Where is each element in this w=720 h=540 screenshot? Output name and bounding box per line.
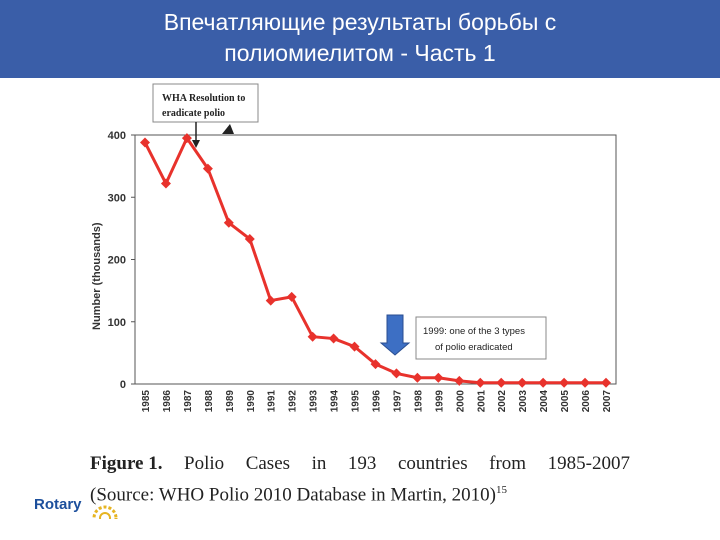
data-point [559,377,570,388]
data-point [307,331,318,342]
data-point [244,233,255,244]
caption-word: Polio [184,453,225,474]
annotation-wha-tail [222,124,234,134]
annotation-1999-line1: 1999: one of the 3 types [423,326,525,337]
x-tick-labels: 1985 1986 1987 1988 1989 1990 1991 1992 1993 1994… [141,390,613,413]
annotation-1999-box [415,316,547,360]
data-point [370,359,381,370]
data-point [496,377,507,388]
caption-line-2: (Source: WHO Polio 2010 Database in Mart… [90,477,630,508]
title-line-2: полиомиелитом - Часть 1 [224,40,496,66]
x-tick-label: 1991 [267,390,278,413]
caption-word: in [311,453,327,474]
x-tick-label: 2003 [518,390,529,413]
annotation-1999-line2: of polio eradicated [435,342,513,353]
y-axis-label: Number (thousands) [91,222,103,330]
annotation-1999: 1999: one of the 3 types of polio eradic… [379,314,547,360]
data-point [202,163,213,174]
x-tick-label: 1990 [246,390,257,413]
data-point [454,375,465,386]
y-tick-label: 100 [108,317,126,329]
data-point [391,368,402,379]
title-banner: Впечатляющие результаты борьбы с полиоми… [0,0,720,78]
x-tick-label: 2006 [581,390,592,413]
data-point [223,217,234,228]
figure-caption: Figure 1. Polio Cases in 193 countries f… [90,450,630,508]
caption-word: countries [397,453,468,474]
x-tick-label: 1993 [309,390,320,413]
annotation-wha: WHA Resolution to eradicate polio [152,83,259,148]
x-tick-label: 1999 [434,390,445,413]
down-arrow-icon [379,314,411,356]
x-tick-label: 2004 [539,390,550,413]
x-tick-label: 1998 [413,390,424,413]
caption-footnote: 15 [495,484,507,496]
data-point [349,341,360,352]
x-tick-label: 1989 [225,390,236,413]
x-tick-label: 1985 [141,390,152,413]
annotation-wha-line2: eradicate polio [162,108,225,119]
x-tick-label: 1996 [372,390,383,413]
data-point [538,377,549,388]
x-tick-label: 1992 [288,390,299,413]
series-points [140,133,611,388]
y-tick-label: 400 [108,130,126,142]
title-line-1: Впечатляющие результаты борьбы с [163,9,557,35]
x-tick-label: 2000 [455,390,466,413]
x-tick-label: 2001 [476,390,487,413]
x-tick-label: 2002 [497,390,508,413]
caption-figure-label: Figure 1. [90,453,163,474]
caption-source: (Source: WHO Polio 2010 Database in Mart… [90,484,496,506]
x-tick-label: 2005 [560,390,571,413]
x-tick-label: 2007 [602,390,613,413]
y-tick-label: 0 [120,379,126,391]
annotation-wha-box [152,83,259,123]
annotation-wha-pointer-head [192,140,200,148]
data-point [140,137,150,148]
data-point [580,377,591,388]
data-point [433,372,444,383]
x-tick-label: 1988 [204,390,215,413]
caption-word: from [489,453,527,474]
caption-line-1: Figure 1. Polio Cases in 193 countries f… [90,450,630,477]
caption-word: 1985-2007 [547,453,630,474]
data-point [412,372,423,383]
caption-word: Cases [245,453,291,474]
annotation-wha-line1: WHA Resolution to [162,93,245,104]
y-tick-label: 200 [108,255,126,267]
data-point [265,295,276,306]
data-point [601,377,611,388]
y-tick-labels: 0 100 200 300 400 [108,130,135,391]
rotary-logo: Rotary [34,496,82,513]
data-point [181,133,192,144]
x-tick-label: 1987 [183,390,194,413]
caption-word: 193 [347,453,377,474]
data-point [328,333,339,344]
x-tick-label: 1994 [330,390,341,413]
data-point [475,377,486,388]
data-point [160,178,171,189]
x-tick-label: 1995 [351,390,362,413]
data-point [517,377,528,388]
x-tick-label: 1986 [162,390,173,413]
y-tick-label: 300 [108,192,126,204]
rotary-wheel-icon [92,505,118,519]
data-point [286,291,297,302]
x-tick-label: 1997 [392,390,403,413]
